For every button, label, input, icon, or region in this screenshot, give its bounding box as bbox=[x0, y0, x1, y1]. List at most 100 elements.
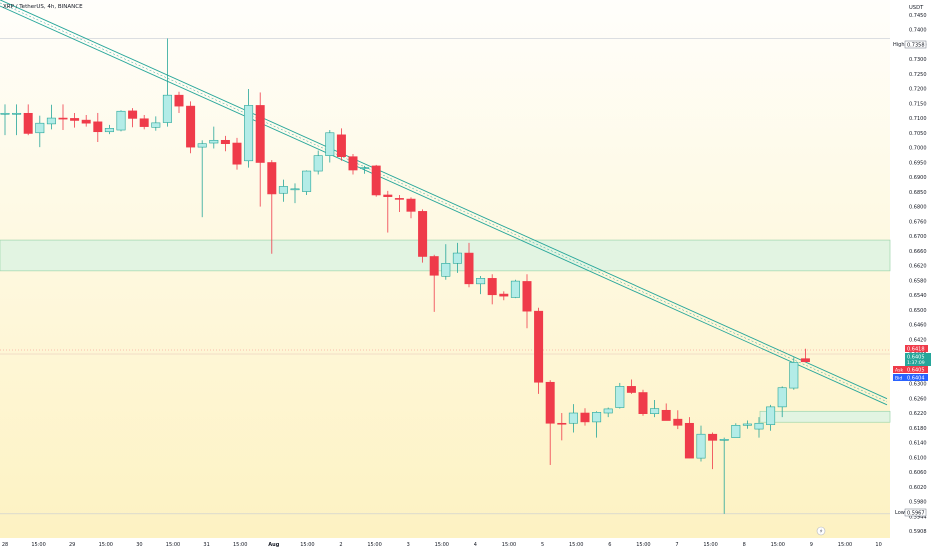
candle-body bbox=[290, 188, 300, 191]
candle[interactable] bbox=[534, 307, 544, 394]
candle[interactable] bbox=[348, 153, 358, 175]
candle[interactable] bbox=[510, 279, 520, 299]
candle[interactable] bbox=[232, 137, 242, 170]
candle[interactable] bbox=[429, 254, 439, 312]
candle[interactable] bbox=[418, 209, 428, 263]
time-tick-label: 9 bbox=[810, 542, 813, 548]
candle[interactable] bbox=[696, 425, 706, 462]
candle[interactable] bbox=[116, 110, 126, 132]
candle[interactable] bbox=[23, 104, 33, 136]
candle[interactable] bbox=[394, 194, 404, 213]
candle[interactable] bbox=[197, 140, 207, 218]
candle[interactable] bbox=[186, 101, 196, 154]
candle[interactable] bbox=[70, 112, 80, 128]
bid-label: Bid 0.6404 bbox=[893, 374, 928, 382]
candle[interactable] bbox=[476, 275, 486, 295]
candle[interactable] bbox=[162, 38, 172, 127]
candle[interactable] bbox=[220, 135, 230, 152]
candle[interactable] bbox=[673, 410, 683, 430]
candle[interactable] bbox=[487, 274, 497, 305]
candle[interactable] bbox=[104, 124, 114, 135]
candle[interactable] bbox=[360, 165, 370, 174]
candle[interactable] bbox=[35, 115, 45, 148]
price-tick-label: 0.6300 bbox=[909, 382, 927, 388]
candle[interactable] bbox=[302, 170, 312, 195]
candle[interactable] bbox=[638, 389, 648, 416]
candle[interactable] bbox=[278, 179, 288, 202]
candle[interactable] bbox=[580, 408, 590, 426]
candle-body bbox=[209, 139, 219, 144]
candle[interactable] bbox=[290, 183, 300, 204]
candle[interactable] bbox=[151, 116, 161, 131]
candle[interactable] bbox=[754, 417, 764, 438]
candle[interactable] bbox=[128, 108, 138, 128]
time-tick-label: 10 bbox=[875, 542, 881, 548]
candle[interactable] bbox=[568, 404, 578, 433]
time-tick-label: 15:00 bbox=[502, 542, 516, 548]
candle-body bbox=[220, 139, 230, 145]
lightning-icon[interactable] bbox=[816, 526, 826, 536]
price-tick-label: 0.6540 bbox=[909, 293, 927, 299]
candle[interactable] bbox=[255, 92, 265, 207]
candle[interactable] bbox=[719, 437, 729, 514]
candle[interactable] bbox=[452, 242, 462, 273]
candle[interactable] bbox=[93, 112, 103, 142]
trendline-channel[interactable] bbox=[0, 0, 888, 406]
candle[interactable] bbox=[766, 404, 776, 431]
candle[interactable] bbox=[139, 114, 149, 130]
candle-body bbox=[128, 110, 138, 119]
time-tick-label: 29 bbox=[69, 542, 75, 548]
candle[interactable] bbox=[81, 114, 91, 127]
price-tick-label: 0.6500 bbox=[909, 308, 927, 314]
candle[interactable] bbox=[650, 400, 660, 418]
candle-body bbox=[766, 406, 776, 425]
candle[interactable] bbox=[592, 411, 602, 438]
candle[interactable] bbox=[406, 197, 416, 219]
candle[interactable] bbox=[46, 104, 56, 130]
price-tick-label: 0.6180 bbox=[909, 426, 927, 432]
price-tick-label: 0.6060 bbox=[909, 470, 927, 476]
low-marker: Low 0.5967 bbox=[895, 508, 927, 517]
candle[interactable] bbox=[742, 420, 752, 429]
reference-lines bbox=[0, 38, 890, 515]
candle[interactable] bbox=[800, 348, 810, 363]
candle[interactable] bbox=[615, 382, 625, 409]
candle-body bbox=[638, 392, 648, 414]
candle[interactable] bbox=[383, 190, 393, 233]
candle[interactable] bbox=[325, 130, 335, 163]
price-tick-label: 0.7300 bbox=[909, 57, 927, 63]
candle[interactable] bbox=[626, 379, 636, 394]
candle-body bbox=[719, 439, 729, 441]
time-tick-label: 15:00 bbox=[233, 542, 247, 548]
candle[interactable] bbox=[267, 160, 277, 254]
candle[interactable] bbox=[545, 380, 555, 465]
candle[interactable] bbox=[336, 128, 346, 161]
candle-body bbox=[708, 433, 718, 441]
candles-layer[interactable] bbox=[0, 38, 810, 514]
ask-value: 0.6405 bbox=[907, 368, 925, 374]
time-tick-label: 4 bbox=[474, 542, 477, 548]
candle[interactable] bbox=[174, 91, 184, 113]
candle[interactable] bbox=[371, 164, 381, 197]
price-tick-label: 0.6100 bbox=[909, 455, 927, 461]
price-tick-label: 0.6580 bbox=[909, 278, 927, 284]
candle[interactable] bbox=[313, 150, 323, 175]
candle[interactable] bbox=[522, 274, 532, 329]
candle[interactable] bbox=[209, 126, 219, 149]
candle[interactable] bbox=[661, 403, 671, 421]
candle[interactable] bbox=[464, 242, 474, 288]
candle[interactable] bbox=[684, 417, 694, 459]
candle[interactable] bbox=[731, 423, 741, 438]
candle[interactable] bbox=[58, 104, 68, 131]
candle[interactable] bbox=[789, 357, 799, 390]
candle[interactable] bbox=[0, 104, 10, 136]
candle[interactable] bbox=[244, 89, 254, 168]
candle[interactable] bbox=[708, 432, 718, 470]
candle[interactable] bbox=[441, 244, 451, 280]
candle[interactable] bbox=[557, 413, 567, 441]
candle[interactable] bbox=[499, 291, 509, 301]
candle[interactable] bbox=[603, 407, 613, 418]
candle[interactable] bbox=[12, 104, 22, 136]
candle[interactable] bbox=[777, 386, 787, 418]
